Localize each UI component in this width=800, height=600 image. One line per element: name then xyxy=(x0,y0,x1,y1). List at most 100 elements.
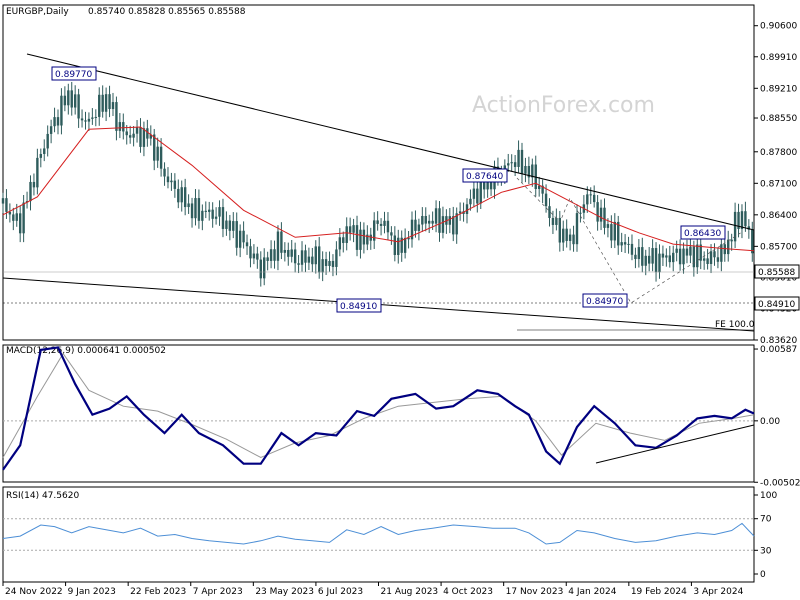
candle-body xyxy=(46,133,49,149)
candle-body xyxy=(696,244,699,268)
candle-body xyxy=(345,226,348,243)
candle-body xyxy=(8,211,12,215)
price-axis: 0.90600 0.89910 0.89210 0.88550 0.87800 0.871… xyxy=(754,22,800,346)
candle-body xyxy=(592,194,596,203)
candle-body xyxy=(668,255,671,263)
candle-body xyxy=(232,221,235,231)
time-tick-label: 22 Feb 2023 xyxy=(130,587,186,597)
candle-body xyxy=(737,211,740,229)
candle-body xyxy=(39,153,43,158)
candle-body xyxy=(101,94,104,112)
candle-body xyxy=(125,131,128,136)
candle-body xyxy=(751,229,754,254)
watermark: ActionForex.com xyxy=(472,93,655,118)
current-price-box xyxy=(754,264,800,279)
candle-body xyxy=(132,133,135,138)
candle-body xyxy=(32,181,36,188)
candle-body xyxy=(149,134,152,139)
candle-body xyxy=(586,194,589,205)
candle-body xyxy=(142,128,146,147)
candle-body xyxy=(218,207,221,217)
candle-body xyxy=(692,246,696,268)
candle-body xyxy=(606,224,610,228)
candle-body xyxy=(644,255,647,266)
candle-body xyxy=(427,220,431,224)
candle-body xyxy=(29,181,32,202)
candle-body xyxy=(675,248,678,253)
candle-body xyxy=(314,246,317,265)
projection-line xyxy=(516,177,743,304)
candle-body xyxy=(551,217,555,225)
candle-body xyxy=(225,220,228,229)
level-label: 0.84910 xyxy=(758,300,795,310)
price-tick-label: 0.83620 xyxy=(760,336,797,346)
candle-body xyxy=(166,176,170,183)
candle-body xyxy=(441,216,445,233)
candle-body xyxy=(727,239,730,255)
candle-body xyxy=(321,259,324,273)
candle-body xyxy=(589,194,592,196)
candle-body xyxy=(98,94,101,117)
candle-body xyxy=(201,210,204,221)
candle-body xyxy=(183,187,187,208)
candle-body xyxy=(338,237,342,250)
time-tick-label: 3 Apr 2024 xyxy=(693,587,743,597)
candle-body xyxy=(438,208,441,233)
annotation-label: 0.84970 xyxy=(586,297,623,307)
candle-body xyxy=(397,237,400,255)
candle-body xyxy=(359,229,362,250)
panel-frames xyxy=(2,4,755,583)
macd-tick-label: -0.005021 xyxy=(760,478,800,488)
candle-body xyxy=(469,198,472,205)
candle-body xyxy=(111,102,115,110)
candle-body xyxy=(596,202,599,222)
candle-body xyxy=(273,249,276,261)
candle-body xyxy=(177,188,180,203)
candle-body xyxy=(672,252,675,263)
candle-body xyxy=(208,209,211,212)
candle-body xyxy=(91,117,94,119)
upper-trendline xyxy=(26,53,755,231)
candle-body xyxy=(417,224,421,231)
candle-body xyxy=(108,94,111,110)
candle-body xyxy=(146,128,149,139)
candle-body xyxy=(104,94,108,112)
candle-body xyxy=(541,185,544,194)
candle-body xyxy=(720,244,723,262)
candle-body xyxy=(348,226,352,233)
annotation-label: 0.84910 xyxy=(340,302,377,312)
candle-body xyxy=(407,237,410,240)
candle-body xyxy=(531,164,534,178)
candle-body xyxy=(647,255,651,264)
candle-body xyxy=(527,165,531,178)
candle-body xyxy=(678,248,682,265)
candle-body xyxy=(159,146,163,169)
candle-body xyxy=(60,95,63,126)
candle-body xyxy=(362,229,366,245)
candle-body xyxy=(579,212,582,214)
candle-body xyxy=(249,246,252,259)
candle-body xyxy=(730,239,733,242)
candle-body xyxy=(238,230,242,248)
time-tick-label: 19 Feb 2024 xyxy=(631,587,687,597)
macd-trendline xyxy=(595,424,755,464)
time-tick-label: 21 Aug 2023 xyxy=(381,587,439,597)
candle-body xyxy=(465,204,469,214)
candle-body xyxy=(510,162,513,164)
candle-body xyxy=(139,127,142,147)
candle-body xyxy=(400,237,403,253)
price-tick-label: 0.87100 xyxy=(760,179,797,189)
candle-body xyxy=(661,253,665,258)
candle-body xyxy=(214,216,218,219)
candle-body xyxy=(654,248,658,273)
candle-body xyxy=(67,90,70,106)
candle-body xyxy=(283,249,287,253)
annotation-label: 0.89770 xyxy=(55,70,92,80)
macd-panel xyxy=(2,346,755,471)
candle-body xyxy=(623,242,627,245)
candle-body xyxy=(709,251,713,264)
candle-body xyxy=(211,209,214,219)
candle-body xyxy=(379,223,383,226)
candle-body xyxy=(369,234,372,241)
panel-border-2 xyxy=(2,486,755,583)
